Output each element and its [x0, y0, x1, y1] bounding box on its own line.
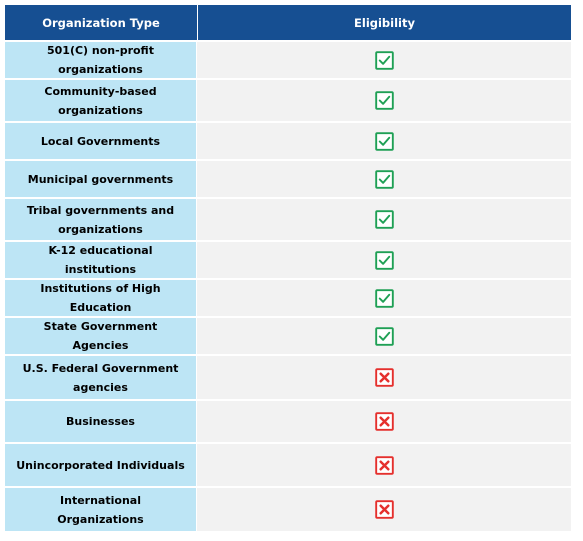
eligibility-cell	[197, 280, 571, 316]
table-row: K-12 educational institutions	[5, 242, 571, 280]
check-box-icon	[374, 210, 394, 229]
organization-type-cell: Unincorporated Individuals	[5, 444, 197, 486]
table-row: International Organizations	[5, 488, 571, 533]
check-box-icon	[374, 250, 394, 270]
organization-type-cell: U.S. Federal Government agencies	[5, 356, 197, 399]
eligibility-cell	[197, 80, 571, 121]
eligibility-cell	[197, 199, 571, 240]
cross-box-icon	[374, 412, 394, 431]
eligibility-cell	[197, 242, 571, 278]
table-row: U.S. Federal Government agencies	[5, 356, 571, 401]
header-organization-type: Organization Type	[5, 5, 198, 40]
eligibility-table: Organization Type Eligibility 501(C) non…	[5, 5, 571, 533]
organization-type-cell: Local Governments	[5, 123, 197, 159]
organization-type-cell: Municipal governments	[5, 161, 197, 197]
cross-box-icon	[374, 368, 394, 387]
cross-box-icon	[374, 500, 394, 519]
table-row: Institutions of High Education	[5, 280, 571, 318]
organization-type-cell: Businesses	[5, 401, 197, 442]
eligibility-cell	[197, 42, 571, 78]
eligibility-cell	[197, 318, 571, 354]
eligibility-cell	[197, 123, 571, 159]
table-row: Tribal governments and organizations	[5, 199, 571, 242]
check-box-icon	[374, 91, 394, 110]
table-row: Businesses	[5, 401, 571, 444]
eligibility-cell	[197, 356, 571, 399]
organization-type-cell: Tribal governments and organizations	[5, 199, 197, 240]
organization-type-cell: State Government Agencies	[5, 318, 197, 354]
table-row: Unincorporated Individuals	[5, 444, 571, 488]
table-row: Community-based organizations	[5, 80, 571, 123]
eligibility-cell	[197, 488, 571, 531]
cross-box-icon	[374, 455, 394, 475]
organization-type-cell: Institutions of High Education	[5, 280, 197, 316]
organization-type-cell: 501(C) non-profit organizations	[5, 42, 197, 78]
table-body: 501(C) non-profit organizations Community…	[5, 42, 571, 533]
organization-type-cell: Community-based organizations	[5, 80, 197, 121]
organization-type-cell: K-12 educational institutions	[5, 242, 197, 278]
check-box-icon	[374, 50, 394, 70]
check-box-icon	[374, 169, 394, 189]
table-row: 501(C) non-profit organizations	[5, 42, 571, 80]
table-row: State Government Agencies	[5, 318, 571, 356]
organization-type-cell: International Organizations	[5, 488, 197, 531]
table-row: Municipal governments	[5, 161, 571, 199]
check-box-icon	[374, 288, 394, 308]
eligibility-cell	[197, 444, 571, 486]
eligibility-cell	[197, 401, 571, 442]
check-box-icon	[374, 326, 394, 346]
check-box-icon	[374, 131, 394, 151]
eligibility-cell	[197, 161, 571, 197]
table-header: Organization Type Eligibility	[5, 5, 571, 42]
header-eligibility: Eligibility	[354, 15, 415, 30]
table-row: Local Governments	[5, 123, 571, 161]
